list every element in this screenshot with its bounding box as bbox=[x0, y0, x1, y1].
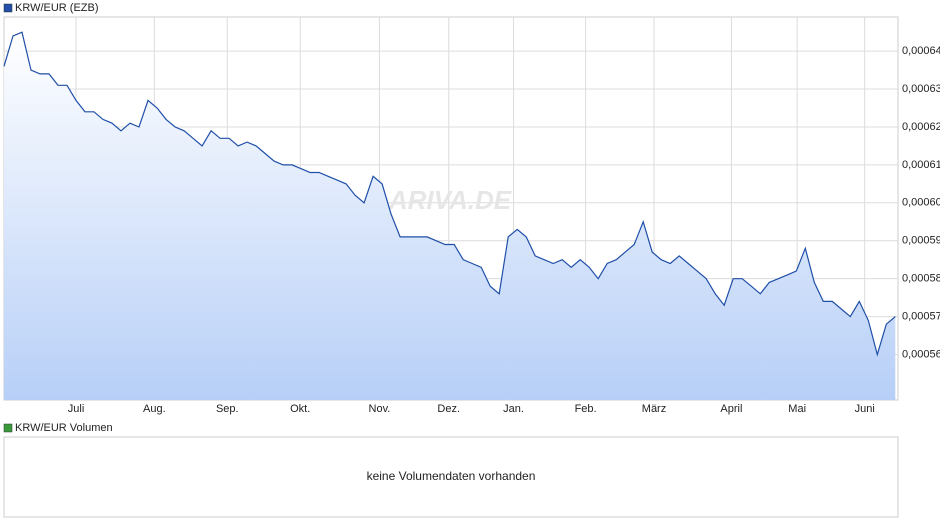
y-tick-label: 0,00059 bbox=[902, 235, 940, 247]
x-tick-label: Juni bbox=[855, 403, 875, 415]
x-tick-label: Juli bbox=[68, 403, 85, 415]
y-tick-label: 0,00063 bbox=[902, 83, 940, 95]
x-tick-label: Feb. bbox=[575, 403, 597, 415]
x-tick-label: Jan. bbox=[503, 403, 524, 415]
y-tick-label: 0,00062 bbox=[902, 121, 940, 133]
area bbox=[4, 32, 896, 400]
x-tick-label: Mai bbox=[788, 403, 806, 415]
x-tick-label: April bbox=[720, 403, 742, 415]
y-tick-label: 0,00056 bbox=[902, 348, 940, 360]
x-tick-label: Sep. bbox=[216, 403, 239, 415]
x-tick-label: März bbox=[642, 403, 666, 415]
y-tick-label: 0,00061 bbox=[902, 159, 940, 171]
x-tick-label: Okt. bbox=[290, 403, 310, 415]
x-tick-label: Dez. bbox=[437, 403, 460, 415]
legend-swatch bbox=[3, 3, 13, 13]
no-data-message: keine Volumendaten vorhanden bbox=[367, 469, 536, 483]
legend-swatch bbox=[3, 423, 13, 433]
x-tick-label: Nov. bbox=[369, 403, 391, 415]
y-tick-label: 0,00060 bbox=[902, 197, 940, 209]
legend-label: KRW/EUR Volumen bbox=[15, 422, 113, 434]
legend-label: KRW/EUR (EZB) bbox=[15, 2, 99, 14]
y-tick-label: 0,00064 bbox=[902, 45, 940, 57]
x-tick-label: Aug. bbox=[143, 403, 166, 415]
y-tick-label: 0,00057 bbox=[902, 310, 940, 322]
y-tick-label: 0,00058 bbox=[902, 273, 940, 285]
line bbox=[3, 31, 896, 357]
volume-panel bbox=[3, 436, 899, 518]
watermark: ARIVA.DE bbox=[388, 185, 512, 215]
